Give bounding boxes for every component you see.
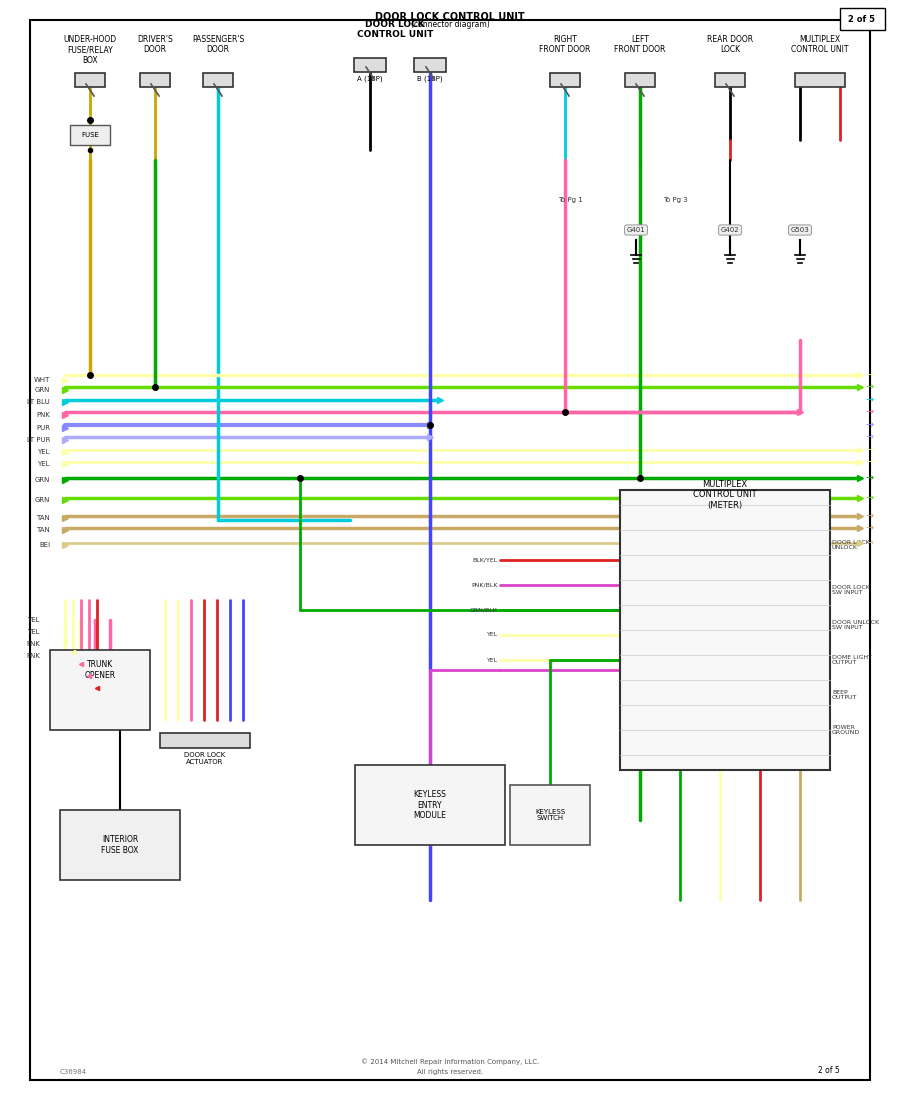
- Text: © 2014 Mitchell Repair Information Company, LLC.: © 2014 Mitchell Repair Information Compa…: [361, 1058, 539, 1065]
- Text: FUSE: FUSE: [81, 132, 99, 138]
- Text: BEI: BEI: [39, 542, 50, 548]
- Text: (connector diagram): (connector diagram): [410, 20, 490, 29]
- Text: TAN: TAN: [36, 515, 50, 521]
- Text: PNK/BLK: PNK/BLK: [472, 583, 498, 587]
- Text: MULTIPLEX
CONTROL UNIT: MULTIPLEX CONTROL UNIT: [791, 35, 849, 54]
- Bar: [160, 733, 250, 748]
- Text: →: →: [865, 456, 873, 468]
- Text: TRUNK
OPENER: TRUNK OPENER: [85, 660, 115, 680]
- Text: PNK: PNK: [26, 653, 40, 659]
- Text: LEFT
FRONT DOOR: LEFT FRONT DOOR: [615, 35, 666, 54]
- Text: G503: G503: [790, 227, 809, 233]
- Bar: [414, 58, 446, 72]
- Text: YEL: YEL: [38, 461, 50, 468]
- Text: LT PUR: LT PUR: [27, 437, 50, 443]
- Text: G401: G401: [626, 227, 645, 233]
- Text: C36984: C36984: [60, 1069, 87, 1075]
- Text: PUR: PUR: [36, 425, 50, 431]
- Text: YEL: YEL: [487, 632, 498, 638]
- Text: PNK: PNK: [36, 412, 50, 418]
- Text: MULTIPLEX
CONTROL UNIT
(METER): MULTIPLEX CONTROL UNIT (METER): [693, 480, 757, 509]
- Text: DOOR LOCK
SW INPUT: DOOR LOCK SW INPUT: [832, 584, 870, 595]
- Text: DOOR LOCK
UNLOCK: DOOR LOCK UNLOCK: [832, 540, 870, 550]
- Text: RIGHT
FRONT DOOR: RIGHT FRONT DOOR: [539, 35, 590, 54]
- Bar: [60, 810, 180, 880]
- Text: GRN: GRN: [34, 387, 50, 393]
- Text: To Pg 3: To Pg 3: [662, 197, 688, 204]
- Text: →: →: [865, 493, 873, 503]
- Text: PASSENGER'S
DOOR: PASSENGER'S DOOR: [192, 35, 244, 54]
- Bar: [140, 73, 170, 87]
- Text: 2 of 5: 2 of 5: [849, 14, 876, 23]
- Text: →: →: [865, 382, 873, 392]
- Text: A (18P): A (18P): [357, 75, 382, 81]
- Text: →: →: [865, 420, 873, 430]
- Text: YEL: YEL: [487, 658, 498, 662]
- Text: DOOR UNLOCK
SW INPUT: DOOR UNLOCK SW INPUT: [832, 619, 879, 630]
- Text: YEL: YEL: [38, 449, 50, 455]
- Bar: [203, 73, 233, 87]
- Text: →: →: [865, 432, 873, 442]
- Text: REAR DOOR
LOCK: REAR DOOR LOCK: [706, 35, 753, 54]
- Text: →: →: [865, 473, 873, 483]
- Text: →: →: [865, 522, 873, 534]
- Text: BEEP
OUTPUT: BEEP OUTPUT: [832, 690, 858, 701]
- Text: B (18P): B (18P): [418, 75, 443, 81]
- Text: BLK/YEL: BLK/YEL: [472, 558, 498, 562]
- Text: KEYLESS
ENTRY
MODULE: KEYLESS ENTRY MODULE: [414, 790, 446, 820]
- Text: DOOR LOCK CONTROL UNIT: DOOR LOCK CONTROL UNIT: [375, 12, 525, 22]
- Text: PNK: PNK: [26, 641, 40, 647]
- Text: INTERIOR
FUSE BOX: INTERIOR FUSE BOX: [102, 835, 139, 855]
- Bar: [354, 58, 386, 72]
- Bar: [70, 125, 110, 145]
- Bar: [840, 8, 885, 30]
- Text: LT BLU: LT BLU: [27, 399, 50, 405]
- Text: GRN: GRN: [34, 497, 50, 503]
- Text: GRN/BLK: GRN/BLK: [470, 607, 498, 613]
- Text: →: →: [865, 407, 873, 417]
- Bar: [510, 785, 590, 845]
- Text: →: →: [865, 446, 873, 455]
- Text: DOOR LOCK
CONTROL UNIT: DOOR LOCK CONTROL UNIT: [356, 20, 433, 40]
- Text: POWER
GROUND: POWER GROUND: [832, 725, 860, 736]
- Text: G402: G402: [721, 227, 739, 233]
- Text: TAN: TAN: [36, 527, 50, 534]
- Text: WHT: WHT: [33, 377, 50, 383]
- Text: GRN: GRN: [34, 477, 50, 483]
- Text: DRIVER'S
DOOR: DRIVER'S DOOR: [137, 35, 173, 54]
- Bar: [620, 490, 830, 770]
- Text: To Pg 1: To Pg 1: [558, 197, 582, 204]
- Text: DOOR LOCK
ACTUATOR: DOOR LOCK ACTUATOR: [184, 752, 226, 764]
- Text: YEL: YEL: [28, 629, 40, 635]
- Bar: [715, 73, 745, 87]
- Bar: [75, 73, 105, 87]
- Text: DOME LIGHT
OUTPUT: DOME LIGHT OUTPUT: [832, 654, 872, 666]
- Text: 2 of 5: 2 of 5: [818, 1066, 840, 1075]
- Bar: [625, 73, 655, 87]
- Bar: [50, 650, 150, 730]
- Bar: [550, 73, 580, 87]
- Text: →: →: [865, 512, 873, 521]
- Text: →: →: [865, 538, 873, 548]
- Text: YEL: YEL: [28, 617, 40, 623]
- Text: →: →: [865, 395, 873, 405]
- Bar: [355, 764, 505, 845]
- Text: KEYLESS
SWITCH: KEYLESS SWITCH: [535, 808, 565, 822]
- Text: All rights reserved.: All rights reserved.: [417, 1069, 483, 1075]
- Text: UNDER-HOOD
FUSE/RELAY
BOX: UNDER-HOOD FUSE/RELAY BOX: [63, 35, 117, 65]
- Bar: [795, 73, 845, 87]
- Text: →: →: [865, 370, 873, 379]
